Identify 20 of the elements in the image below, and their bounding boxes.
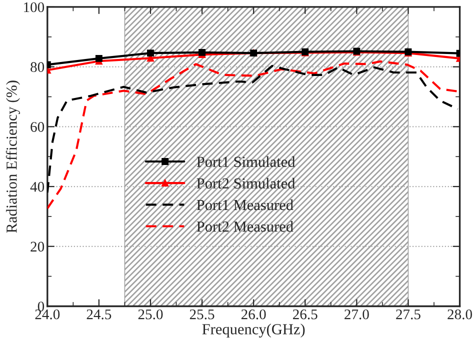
legend-label: Port1 Simulated [196,156,296,167]
y-tick-label: 60 [30,122,44,132]
y-tick-label: 40 [30,182,44,192]
y-tick-label: 100 [24,2,44,12]
x-tick-label: 24.0 [35,309,60,320]
legend-label: Port2 Simulated [196,178,296,189]
x-tick-label: 26.5 [293,309,318,320]
y-tick-label: 80 [30,62,44,72]
x-tick-label: 25.5 [190,309,214,320]
x-tick-label: 26.0 [241,309,266,320]
x-tick-label: 27.5 [396,309,420,320]
legend-label: Port1 Measured [196,199,294,210]
x-axis-title: Frequency(GHz) [202,324,305,338]
x-tick-label: 24.5 [86,309,112,320]
x-tick-label: 27.0 [344,309,369,320]
x-tick-label: 25.0 [138,309,163,320]
y-tick-label: 20 [30,242,44,252]
legend-label: Port2 Measured [196,221,294,232]
y-axis-title: Radiation Efficiency (%) [6,80,20,233]
x-tick-label: 28.0 [448,309,472,320]
